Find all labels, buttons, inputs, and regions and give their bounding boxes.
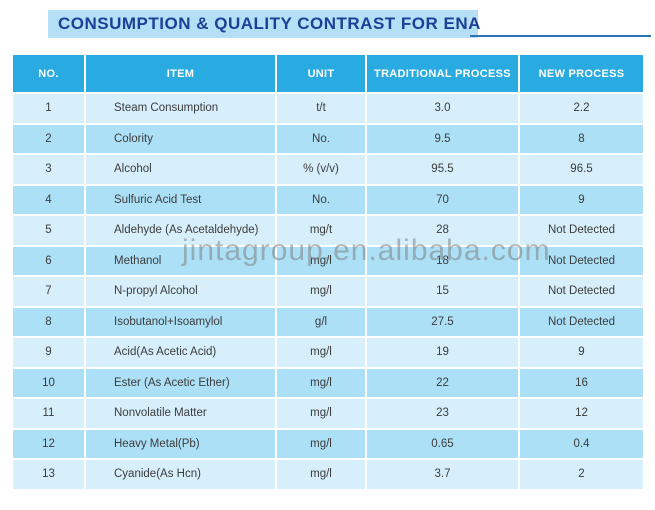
table-row: 11 Nonvolatile Matter mg/l 23 12	[13, 399, 644, 428]
cell-traditional: 23	[367, 399, 518, 428]
cell-unit: % (v/v)	[277, 155, 365, 184]
cell-item: N-propyl Alcohol	[86, 277, 275, 306]
cell-new: Not Detected	[520, 307, 643, 336]
cell-new: 8	[520, 124, 643, 153]
cell-no: 11	[13, 399, 84, 428]
cell-no: 2	[13, 124, 84, 153]
table-row: 8 Isobutanol+Isoamylol g/l 27.5 Not Dete…	[13, 307, 644, 336]
cell-no: 3	[13, 155, 84, 184]
page-title-text: CONSUMPTION & QUALITY CONTRAST FOR ENA	[58, 14, 481, 33]
table-row: 10 Ester (As Acetic Ether) mg/l 22 16	[13, 368, 644, 397]
cell-new: Not Detected	[520, 277, 643, 306]
cell-new: 0.4	[520, 429, 643, 458]
cell-new: Not Detected	[520, 216, 643, 245]
cell-traditional: 70	[367, 185, 518, 214]
cell-traditional: 3.7	[367, 460, 518, 489]
cell-unit: mg/l	[277, 368, 365, 397]
cell-item: Sulfuric Acid Test	[86, 185, 275, 214]
table-row: 6 Methanol mg/l 18 Not Detected	[13, 246, 644, 275]
cell-traditional: 18	[367, 246, 518, 275]
cell-no: 10	[13, 368, 84, 397]
column-header-traditional: TRADITIONAL PROCESS	[367, 55, 518, 92]
cell-item: Steam Consumption	[86, 94, 275, 123]
table-body: 1 Steam Consumption t/t 3.0 2.2 2 Colori…	[13, 94, 644, 489]
column-header-item: ITEM	[86, 55, 275, 92]
table-row: 4 Sulfuric Acid Test No. 70 9	[13, 185, 644, 214]
cell-new: 96.5	[520, 155, 643, 184]
cell-unit: mg/l	[277, 338, 365, 367]
cell-item: Acid(As Acetic Acid)	[86, 338, 275, 367]
cell-item: Colority	[86, 124, 275, 153]
cell-item: Alcohol	[86, 155, 275, 184]
cell-no: 9	[13, 338, 84, 367]
column-header-no: NO.	[13, 55, 84, 92]
table-row: 7 N-propyl Alcohol mg/l 15 Not Detected	[13, 277, 644, 306]
cell-no: 13	[13, 460, 84, 489]
cell-traditional: 9.5	[367, 124, 518, 153]
cell-unit: No.	[277, 124, 365, 153]
cell-unit: mg/t	[277, 216, 365, 245]
table-row: 12 Heavy Metal(Pb) mg/l 0.65 0.4	[13, 429, 644, 458]
table-row: 2 Colority No. 9.5 8	[13, 124, 644, 153]
table-row: 5 Aldehyde (As Acetaldehyde) mg/t 28 Not…	[13, 216, 644, 245]
cell-traditional: 19	[367, 338, 518, 367]
table-header-row: NO. ITEM UNIT TRADITIONAL PROCESS NEW PR…	[13, 55, 644, 92]
cell-item: Aldehyde (As Acetaldehyde)	[86, 216, 275, 245]
cell-new: 2	[520, 460, 643, 489]
cell-item: Methanol	[86, 246, 275, 275]
cell-traditional: 0.65	[367, 429, 518, 458]
table-row: 1 Steam Consumption t/t 3.0 2.2	[13, 94, 644, 123]
cell-new: 9	[520, 185, 643, 214]
cell-unit: No.	[277, 185, 365, 214]
cell-no: 4	[13, 185, 84, 214]
cell-item: Isobutanol+Isoamylol	[86, 307, 275, 336]
cell-item: Cyanide(As Hcn)	[86, 460, 275, 489]
cell-traditional: 15	[367, 277, 518, 306]
cell-new: 12	[520, 399, 643, 428]
cell-unit: mg/l	[277, 277, 365, 306]
cell-item: Ester (As Acetic Ether)	[86, 368, 275, 397]
contrast-table: NO. ITEM UNIT TRADITIONAL PROCESS NEW PR…	[13, 55, 644, 491]
column-header-new: NEW PROCESS	[520, 55, 643, 92]
table-row: 3 Alcohol % (v/v) 95.5 96.5	[13, 155, 644, 184]
cell-no: 12	[13, 429, 84, 458]
table-row: 13 Cyanide(As Hcn) mg/l 3.7 2	[13, 460, 644, 489]
cell-unit: mg/l	[277, 246, 365, 275]
cell-new: Not Detected	[520, 246, 643, 275]
cell-new: 9	[520, 338, 643, 367]
table-row: 9 Acid(As Acetic Acid) mg/l 19 9	[13, 338, 644, 367]
cell-unit: mg/l	[277, 429, 365, 458]
cell-item: Nonvolatile Matter	[86, 399, 275, 428]
cell-traditional: 27.5	[367, 307, 518, 336]
cell-item: Heavy Metal(Pb)	[86, 429, 275, 458]
cell-new: 2.2	[520, 94, 643, 123]
column-header-unit: UNIT	[277, 55, 365, 92]
cell-no: 7	[13, 277, 84, 306]
cell-no: 8	[13, 307, 84, 336]
cell-no: 5	[13, 216, 84, 245]
cell-no: 6	[13, 246, 84, 275]
cell-new: 16	[520, 368, 643, 397]
cell-unit: t/t	[277, 94, 365, 123]
cell-traditional: 28	[367, 216, 518, 245]
title-underline	[470, 35, 651, 37]
cell-unit: g/l	[277, 307, 365, 336]
cell-unit: mg/l	[277, 399, 365, 428]
cell-no: 1	[13, 94, 84, 123]
cell-unit: mg/l	[277, 460, 365, 489]
cell-traditional: 95.5	[367, 155, 518, 184]
cell-traditional: 22	[367, 368, 518, 397]
page-title: CONSUMPTION & QUALITY CONTRAST FOR ENA	[48, 10, 481, 38]
cell-traditional: 3.0	[367, 94, 518, 123]
